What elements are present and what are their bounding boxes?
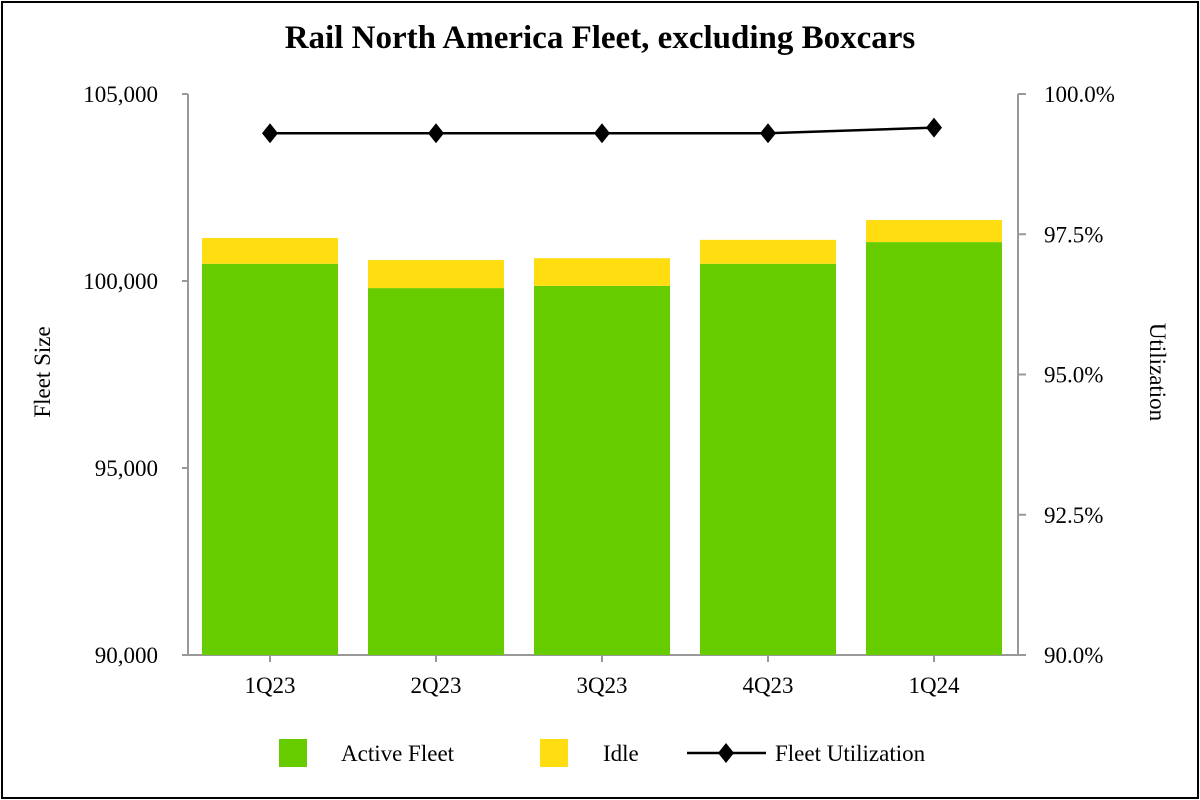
legend-swatch-active-fleet	[279, 739, 307, 767]
y2-tick-label: 90.0%	[1044, 643, 1103, 668]
legend-marker-fleet-utilization	[718, 743, 734, 763]
y2-tick-label: 92.5%	[1044, 503, 1103, 528]
legend-label-fleet-utilization: Fleet Utilization	[775, 741, 926, 766]
x-tick-label: 1Q24	[908, 673, 960, 698]
y2-tick-label: 100.0%	[1044, 82, 1115, 107]
x-tick-label: 1Q23	[244, 673, 295, 698]
bar-active-fleet	[202, 263, 338, 655]
bar-idle	[866, 220, 1002, 243]
bar-active-fleet	[866, 242, 1002, 655]
legend-swatch-idle	[540, 739, 568, 767]
y-tick-label: 100,000	[83, 269, 158, 294]
utilization-marker	[428, 123, 444, 144]
x-tick-label: 4Q23	[742, 673, 793, 698]
legend-label-idle: Idle	[603, 741, 639, 766]
y-axis-label: Fleet Size	[30, 326, 55, 417]
bar-idle	[534, 258, 670, 286]
bar-active-fleet	[700, 263, 836, 655]
bar-idle	[202, 237, 338, 264]
y-tick-label: 90,000	[95, 643, 158, 668]
utilization-marker	[262, 123, 278, 144]
bar-idle	[700, 239, 836, 264]
x-tick-label: 2Q23	[410, 673, 461, 698]
utilization-marker	[760, 123, 776, 144]
bar-active-fleet	[534, 285, 670, 655]
bar-active-fleet	[368, 288, 504, 655]
y2-tick-label: 95.0%	[1044, 363, 1103, 388]
legend-label-active-fleet: Active Fleet	[341, 741, 455, 766]
x-tick-label: 3Q23	[576, 673, 627, 698]
y-tick-label: 105,000	[83, 82, 158, 107]
bar-idle	[368, 260, 504, 289]
y2-axis-label: Utilization	[1145, 323, 1170, 422]
utilization-marker	[926, 117, 942, 138]
utilization-marker	[594, 123, 610, 144]
y2-tick-label: 97.5%	[1044, 222, 1103, 247]
chart-title: Rail North America Fleet, excluding Boxc…	[285, 20, 916, 56]
y-tick-label: 95,000	[95, 456, 158, 481]
